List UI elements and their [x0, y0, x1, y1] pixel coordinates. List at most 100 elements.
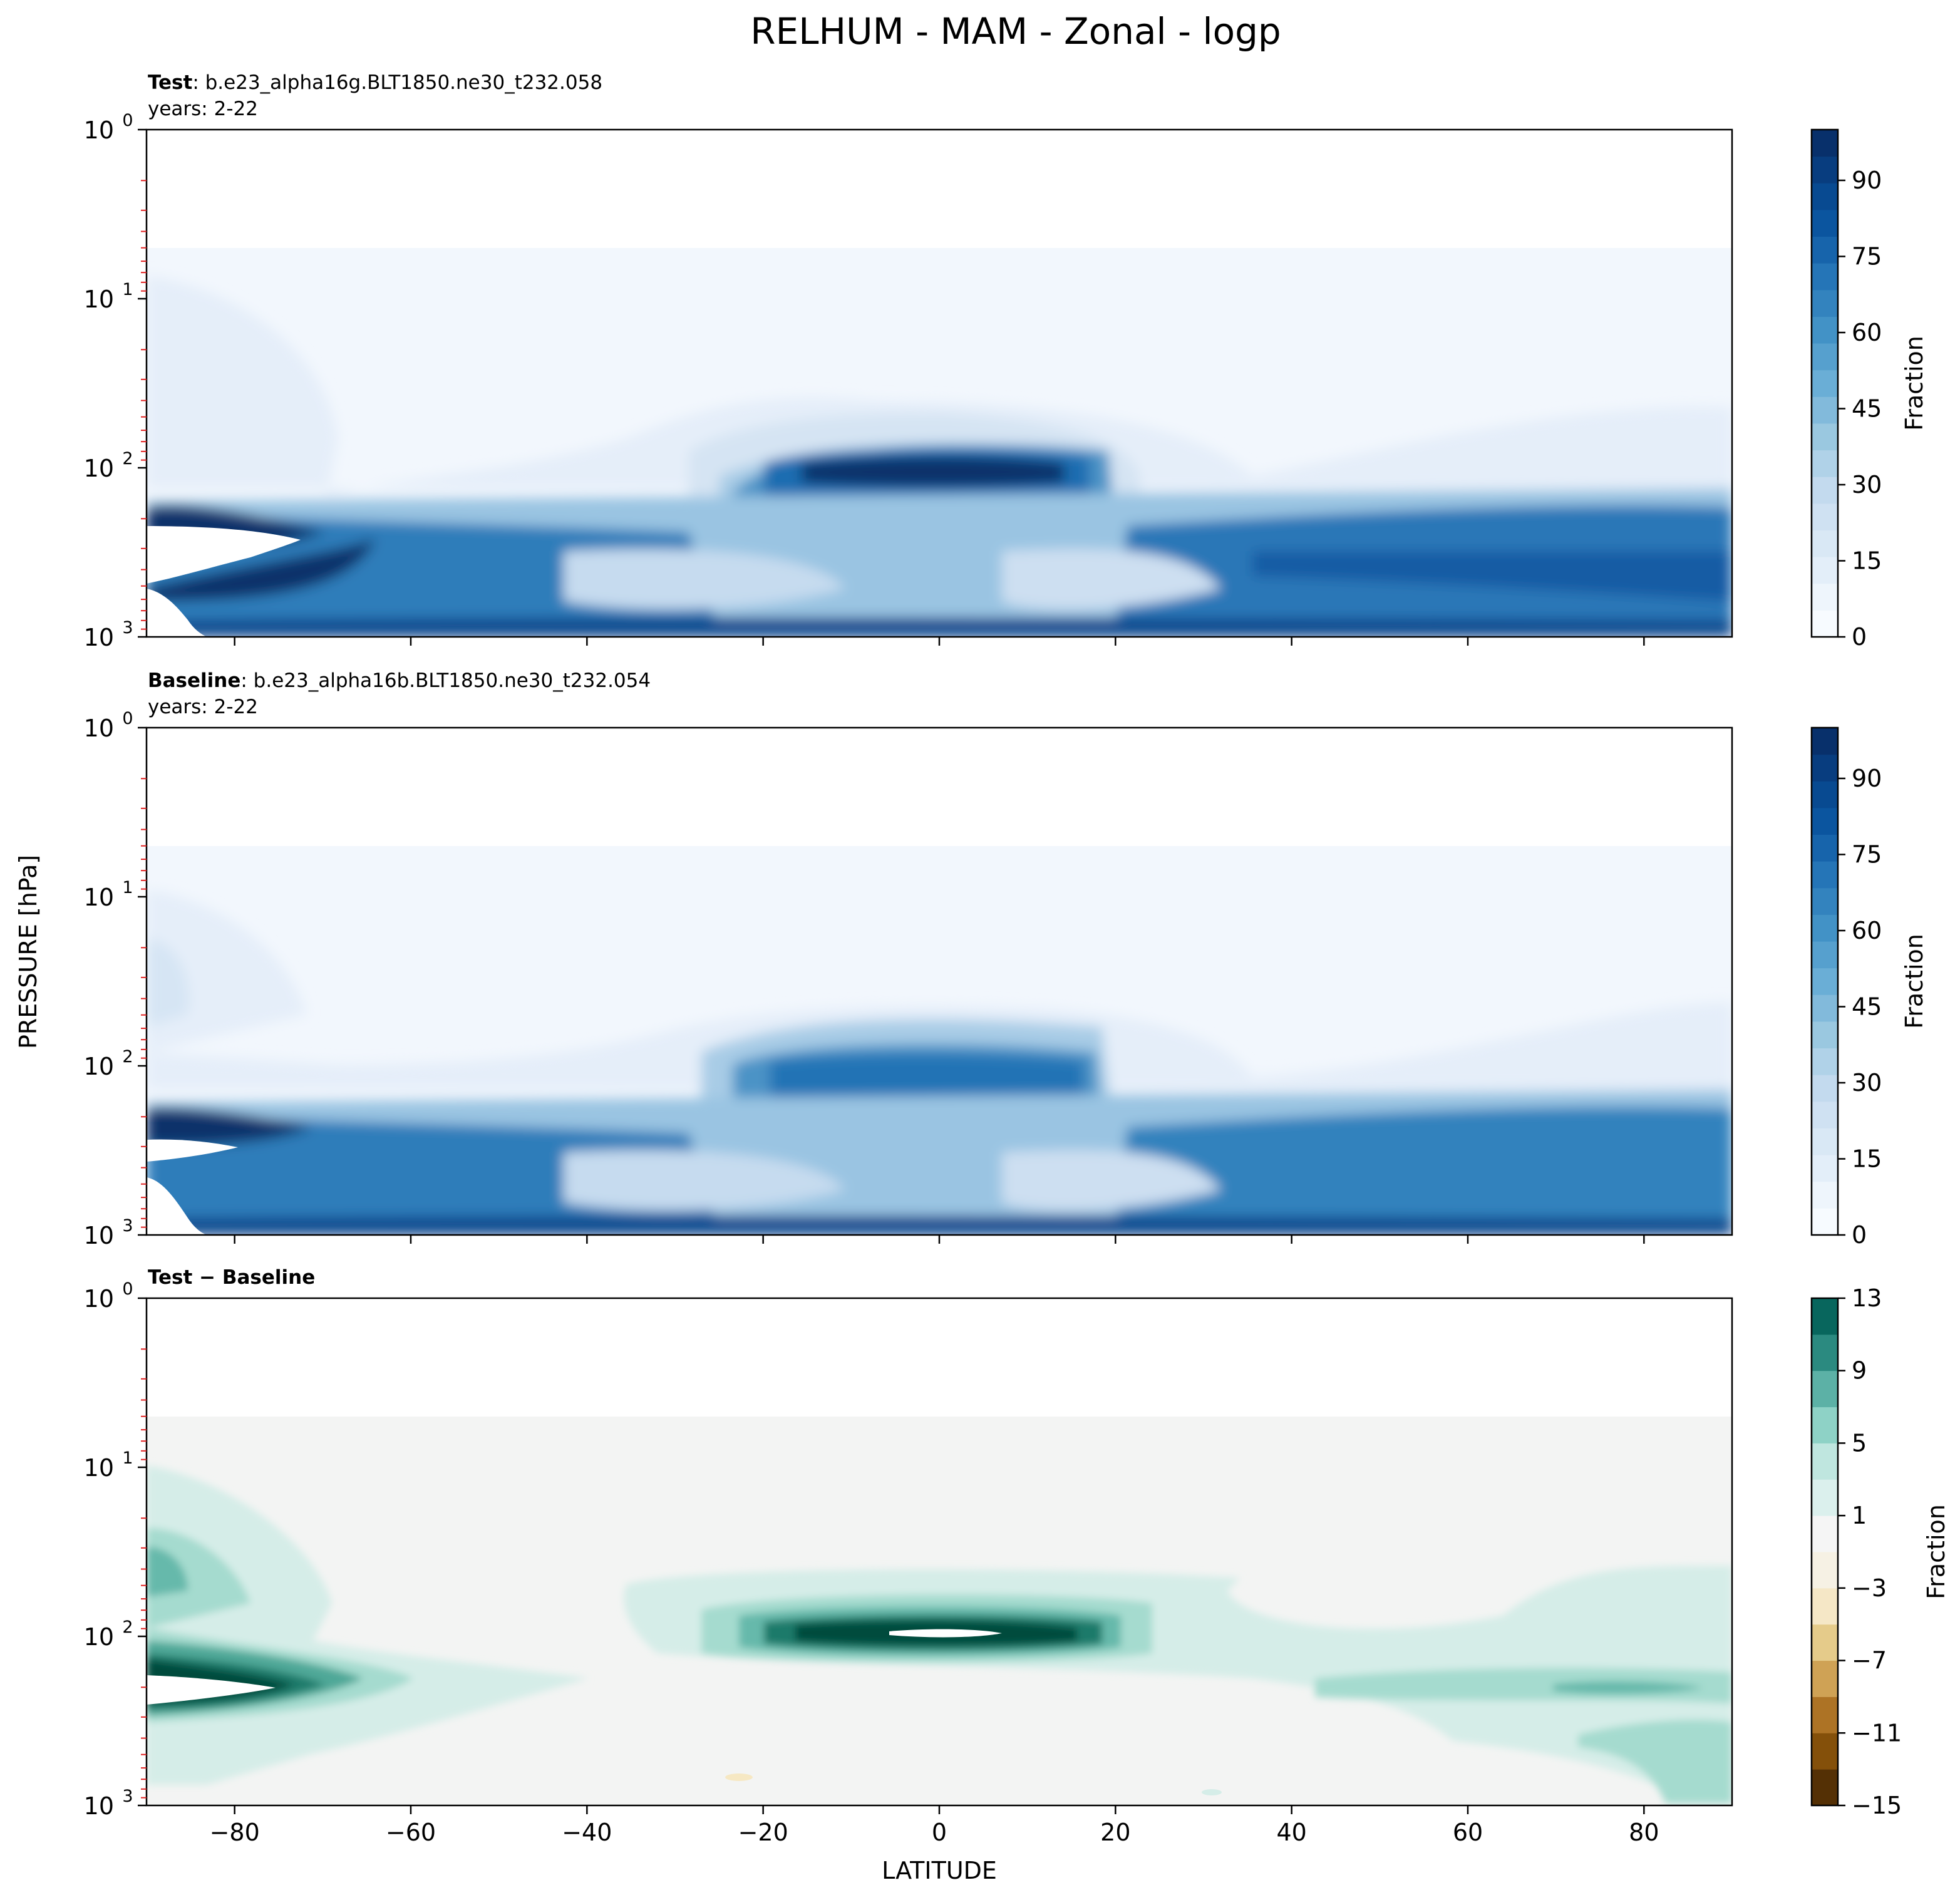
y-tick-exponent: 1 — [122, 1448, 133, 1468]
panel-test-title: Test: b.e23_alpha16g.BLT1850.ne30_t232.0… — [148, 71, 602, 94]
colorbar-tick-label: 90 — [1852, 765, 1882, 792]
y-tick-label: 10 — [84, 715, 114, 742]
colorbar-segment — [1812, 861, 1838, 889]
y-tick-exponent: 2 — [122, 1047, 133, 1066]
x-tick-label: 20 — [1100, 1819, 1130, 1846]
panel-test-field — [147, 130, 1732, 637]
colorbar-segment — [1812, 1660, 1838, 1697]
panel-baseline: Baseline: b.e23_alpha16b.BLT1850.ne30_t2… — [84, 669, 1928, 1249]
y-tick-base: 10 — [84, 624, 114, 651]
colorbar-segment — [1812, 130, 1838, 157]
colorbar-frame — [1810, 726, 1839, 1236]
x-tick-label: −60 — [386, 1819, 436, 1846]
x-tick-label: −20 — [738, 1819, 788, 1846]
colorbar-segment — [1812, 557, 1838, 584]
figure-title: RELHUM - MAM - Zonal - logp — [750, 10, 1281, 53]
panel-test: Test: b.e23_alpha16g.BLT1850.ne30_t232.0… — [84, 71, 1928, 651]
y-tick-label: 10 — [84, 116, 114, 144]
y-tick-base: 10 — [84, 715, 114, 742]
colorbar-segment — [1812, 887, 1838, 915]
colorbar-segment — [1812, 1552, 1838, 1589]
colorbar-tick-label: 45 — [1852, 395, 1882, 423]
y-tick-base: 10 — [84, 116, 114, 144]
colorbar-segment — [1812, 477, 1838, 504]
y-tick-exponent: 0 — [122, 1279, 133, 1299]
colorbar-segment — [1812, 236, 1838, 264]
y-tick-exponent: 1 — [122, 280, 133, 299]
x-tick-label: 40 — [1276, 1819, 1306, 1846]
colorbar-segment — [1812, 1588, 1838, 1625]
y-tick-label: 10 — [84, 884, 114, 911]
y-tick-label: 10 — [84, 1053, 114, 1080]
y-tick-base: 10 — [84, 455, 114, 482]
panel-difference-title: Test − Baseline — [148, 1266, 315, 1289]
panel-test-colorbar: 0 15 30 45 60 75 90 Fraction — [1810, 128, 1928, 651]
colorbar-segment — [1812, 754, 1838, 782]
y-tick-label: 10 — [84, 1454, 114, 1482]
panel-baseline-field — [147, 728, 1732, 1235]
colorbar-tick-label: −7 — [1852, 1647, 1887, 1675]
colorbar-segment — [1812, 728, 1838, 755]
colorbar-tick-label: −3 — [1852, 1574, 1887, 1602]
colorbar-segment — [1812, 994, 1838, 1022]
colorbar-segment — [1812, 1696, 1838, 1733]
y-tick-exponent: 2 — [122, 449, 133, 468]
colorbar-tick-label: 9 — [1852, 1357, 1867, 1385]
y-tick-base: 10 — [84, 1222, 114, 1249]
colorbar-segment — [1812, 1515, 1838, 1552]
colorbar-frame — [1810, 1297, 1839, 1807]
y-tick-exponent: 3 — [122, 1216, 133, 1236]
colorbar-tick-label: 60 — [1852, 319, 1882, 346]
y-tick-base: 10 — [84, 1623, 114, 1651]
panel-difference-y-axis: 10 0 10 1 10 2 10 3 — [84, 1279, 147, 1820]
colorbar-segment — [1812, 1443, 1838, 1480]
colorbar-tick-label: 5 — [1852, 1429, 1867, 1457]
panel-baseline-title: Baseline: b.e23_alpha16b.BLT1850.ne30_t2… — [148, 669, 651, 692]
y-tick-label: 10 — [84, 1623, 114, 1651]
y-tick-label: 10 — [84, 1285, 114, 1313]
panel-test-x-axis — [234, 637, 1645, 646]
colorbar-segment — [1812, 1101, 1838, 1128]
colorbar-segment — [1812, 834, 1838, 862]
colorbar-frame — [1810, 128, 1839, 638]
colorbar-segment — [1812, 583, 1838, 611]
colorbar-segment — [1812, 450, 1838, 477]
panel-test-subtitle: years: 2-22 — [148, 98, 258, 120]
y-tick-base: 10 — [84, 1792, 114, 1820]
panel-difference-x-axis: −80 −60 −40 −20 0 20 40 60 80 — [210, 1805, 1659, 1846]
panel-baseline-colorbar: 0 15 30 45 60 75 90 Fraction — [1810, 726, 1928, 1249]
y-tick-label: 10 — [84, 624, 114, 651]
colorbar-segment — [1812, 1075, 1838, 1102]
colorbar-tick-label: −15 — [1852, 1792, 1902, 1819]
colorbar-segment — [1812, 1733, 1838, 1770]
colorbar-tick-label: 75 — [1852, 841, 1882, 869]
colorbar-segment — [1812, 343, 1838, 371]
panel-baseline-y-axis: 10 0 10 1 10 2 10 3 — [84, 709, 147, 1249]
y-tick-label: 10 — [84, 1792, 114, 1820]
colorbar-segment — [1812, 1334, 1838, 1371]
colorbar-segment — [1812, 1370, 1838, 1408]
colorbar-tick-label: 75 — [1852, 243, 1882, 271]
y-tick-label: 10 — [84, 1222, 114, 1249]
y-tick-base: 10 — [84, 286, 114, 313]
colorbar-segment — [1812, 209, 1838, 237]
colorbar-segment — [1812, 1479, 1838, 1516]
y-tick-label: 10 — [84, 286, 114, 313]
colorbar-segment — [1812, 1407, 1838, 1443]
colorbar-tick-label: −11 — [1852, 1719, 1902, 1747]
colorbar-tick-label: 45 — [1852, 993, 1882, 1021]
colorbar-segment — [1812, 1181, 1838, 1209]
y-tick-base: 10 — [84, 884, 114, 911]
colorbar-tick-label: 30 — [1852, 1069, 1882, 1097]
panel-baseline-title-rest: : b.e23_alpha16b.BLT1850.ne30_t232.054 — [240, 669, 651, 692]
colorbar-segment — [1812, 807, 1838, 835]
colorbar-segment — [1812, 781, 1838, 808]
panel-difference-colorbar: −15 −11 −7 −3 1 5 9 13 Fraction — [1810, 1284, 1950, 1819]
colorbar-segment — [1812, 941, 1838, 969]
x-tick-label: 80 — [1629, 1819, 1659, 1846]
colorbar-segment — [1812, 289, 1838, 317]
panel-baseline-subtitle: years: 2-22 — [148, 696, 258, 718]
x-tick-label: 60 — [1453, 1819, 1483, 1846]
colorbar-segment — [1812, 1208, 1838, 1236]
colorbar-segment — [1812, 316, 1838, 344]
